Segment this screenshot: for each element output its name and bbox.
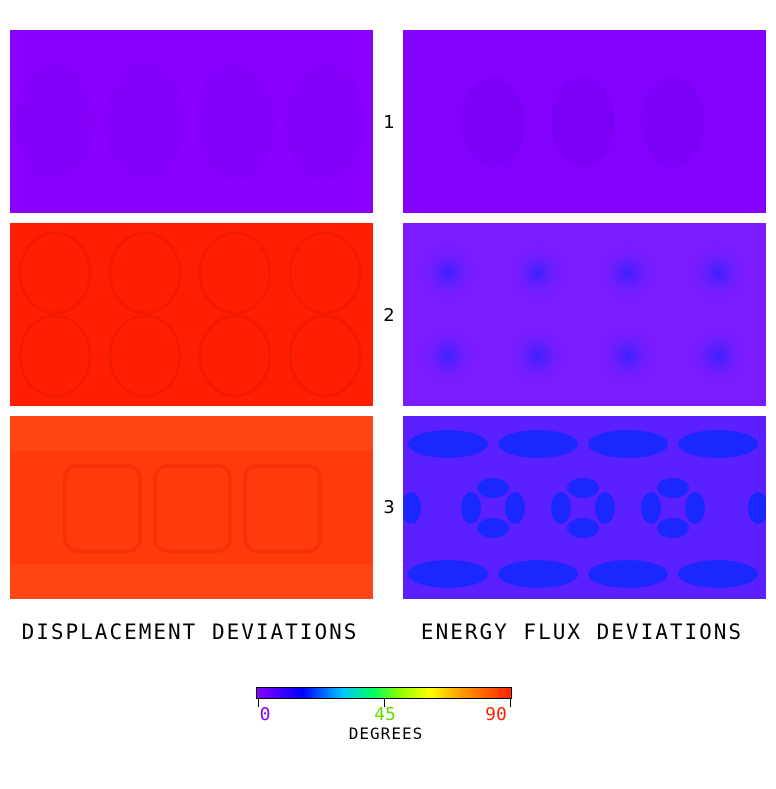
heatmap-2-energy-flux	[403, 223, 766, 406]
heatmap-1-energy-flux	[403, 30, 766, 213]
panel-2-displacement	[10, 223, 373, 406]
colorbar-label: DEGREES	[348, 724, 424, 743]
heatmap-1-displacement	[10, 30, 373, 213]
column-title-energy-flux: ENERGY FLUX DEVIATIONS	[420, 620, 744, 644]
colorbar	[256, 687, 512, 699]
colorbar-tick-0	[258, 699, 259, 707]
heatmap-2-displacement	[10, 223, 373, 406]
colorbar-tick-label-90: 90	[485, 704, 507, 725]
row-label-2: 2	[383, 305, 395, 326]
column-title-displacement: DISPLACEMENT DEVIATIONS	[21, 620, 359, 644]
colorbar-tick-label-0: 0	[259, 704, 271, 725]
panel-2-energy-flux	[403, 223, 766, 406]
panel-3-energy-flux	[403, 416, 766, 599]
panel-1-displacement	[10, 30, 373, 213]
row-label-1: 1	[383, 112, 395, 133]
heatmap-3-displacement	[10, 416, 373, 599]
panel-1-energy-flux	[403, 30, 766, 213]
heatmap-3-energy-flux	[403, 416, 766, 599]
colorbar-tick-45	[384, 699, 385, 707]
row-label-3: 3	[383, 497, 395, 518]
panel-3-displacement	[10, 416, 373, 599]
colorbar-tick-label-45: 45	[374, 704, 396, 725]
colorbar-tick-90	[510, 699, 511, 707]
